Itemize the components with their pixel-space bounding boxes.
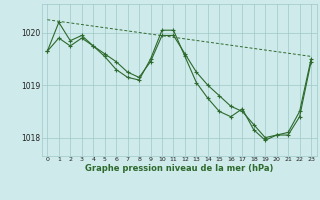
X-axis label: Graphe pression niveau de la mer (hPa): Graphe pression niveau de la mer (hPa): [85, 164, 273, 173]
